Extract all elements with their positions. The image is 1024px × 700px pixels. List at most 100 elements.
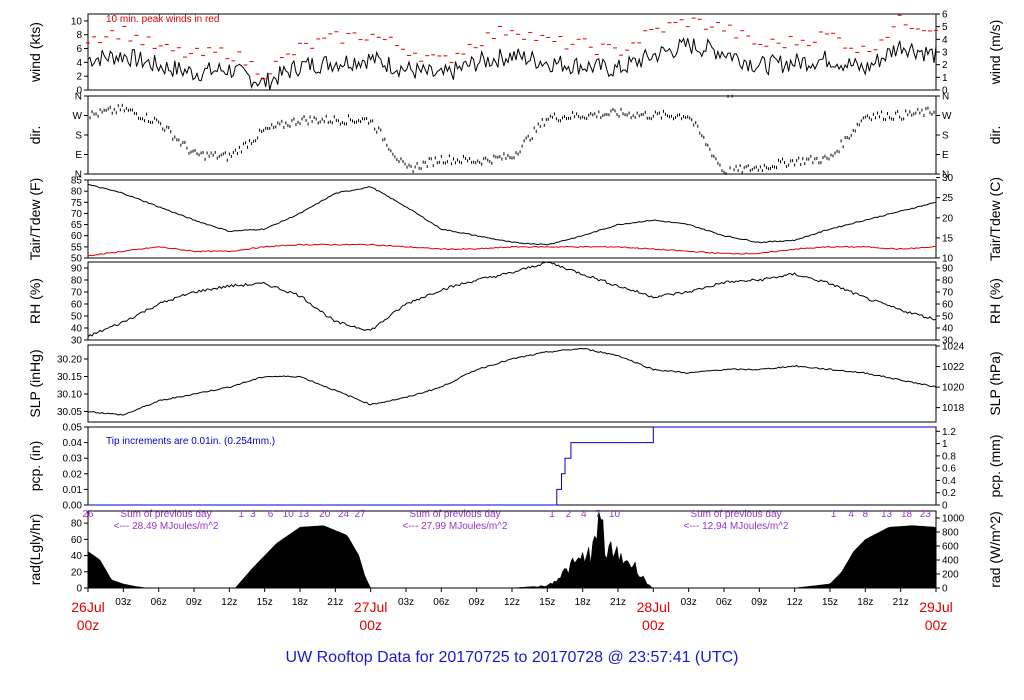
rad-hour-label: 8 (863, 509, 869, 520)
rad-ylabel-right: rad (W/m^2) (987, 511, 1003, 588)
rad-hour-label: 4 (581, 509, 587, 520)
dir-right-tick-label: N (942, 170, 949, 181)
x-hour-label: 18z (292, 597, 308, 608)
temp-left-tick-label: 75 (71, 198, 83, 209)
rad-right-tick-label: 200 (942, 570, 959, 581)
x-day-hour-label: 00z (359, 617, 382, 633)
rad-hour-label: 2 (566, 509, 572, 520)
pcp-right-tick-label: 1.2 (942, 427, 956, 438)
x-hour-label: 09z (469, 597, 485, 608)
dir-right-tick-label: E (942, 150, 949, 161)
x-hour-label: 09z (186, 597, 202, 608)
rad-hour-label: 1 (831, 509, 837, 520)
slp-right-tick-label: 1024 (942, 342, 965, 353)
temp-left-tick-label: 80 (71, 187, 83, 198)
slp-right-tick-label: 1020 (942, 383, 965, 394)
slp-panel-frame (87, 344, 937, 423)
temp-right-tick-label: 15 (942, 233, 954, 244)
page-title: UW Rooftop Data for 20170725 to 20170728… (285, 649, 739, 666)
rad-sum-annotation-value: <--- 28.49 MJoules/m^2 (113, 521, 218, 532)
rad-hour-label: 3 (250, 509, 256, 520)
slp-left-tick-label: 30.15 (57, 372, 82, 383)
x-hour-label: 21z (327, 597, 343, 608)
rad-hour-label: 1 (549, 509, 555, 520)
rad-right-tick-label: 400 (942, 556, 959, 567)
rad-ylabel-left: rad(Lgly/hr) (27, 514, 43, 586)
wind-right-tick-label: 1 (942, 73, 948, 84)
rh-right-tick-label: 40 (942, 324, 954, 335)
wind-left-tick-label: 6 (76, 44, 82, 55)
dir-right-tick-label: S (942, 131, 949, 142)
temp-left-tick-label: 60 (71, 231, 83, 242)
x-hour-label: 12z (221, 597, 237, 608)
rad-hour-label: 7 (595, 509, 601, 520)
pcp-right-tick-label: 0.2 (942, 488, 956, 499)
slp-series-line (87, 347, 937, 416)
wind-series-line (87, 36, 937, 91)
x-hour-label: 12z (787, 597, 803, 608)
rh-left-tick-label: 60 (71, 300, 83, 311)
x-hour-label: 18z (857, 597, 873, 608)
rad-sum-annotation-value: <--- 12.94 MJoules/m^2 (683, 521, 788, 532)
x-day-label: 27Jul (354, 599, 387, 615)
rad-hour-label: 26 (82, 509, 94, 520)
x-hour-label: 03z (681, 597, 697, 608)
wind-right-tick-label: 5 (942, 22, 948, 33)
rad-right-tick-label: 600 (942, 542, 959, 553)
rad-hour-label: 10 (609, 509, 621, 520)
rad-hour-label: 1 (238, 509, 244, 520)
rad-left-tick-label: 60 (71, 535, 83, 546)
x-day-label: 29Jul (919, 599, 952, 615)
rh-right-tick-label: 70 (942, 288, 954, 299)
rad-left-tick-label: 80 (71, 519, 83, 530)
x-hour-label: 12z (504, 597, 520, 608)
x-hour-label: 15z (257, 597, 273, 608)
wind-right-tick-label: 6 (942, 10, 948, 21)
dir-right-tick-label: N (942, 92, 949, 103)
x-hour-label: 21z (610, 597, 626, 608)
wind-right-tick-label: 2 (942, 60, 948, 71)
slp-left-tick-label: 30.20 (57, 355, 82, 366)
rad-hour-label: 13 (298, 509, 310, 520)
temp-right-tick-label: 10 (942, 254, 954, 265)
temp-left-tick-label: 85 (71, 176, 83, 187)
dir-right-tick-label: W (942, 111, 952, 122)
rad-hour-label: 27 (355, 509, 367, 520)
dir-left-tick-label: W (73, 111, 83, 122)
rad-hour-label: 24 (338, 509, 350, 520)
rh-left-tick-label: 70 (71, 288, 83, 299)
slp-left-tick-label: 30.10 (57, 390, 82, 401)
rh-ylabel-left: RH (%) (27, 278, 43, 324)
x-hour-label: 15z (822, 597, 838, 608)
pcp-right-tick-label: 0.6 (942, 464, 956, 475)
rad-hour-label: 20 (319, 509, 331, 520)
rad-right-tick-label: 800 (942, 528, 959, 539)
wind-left-tick-label: 2 (76, 72, 82, 83)
temp-left-tick-label: 55 (71, 242, 83, 253)
x-day-hour-label: 00z (925, 617, 948, 633)
rh-left-tick-label: 40 (71, 324, 83, 335)
temp-left-tick-label: 65 (71, 220, 83, 231)
temp-series-line (87, 243, 937, 257)
x-hour-label: 15z (539, 597, 555, 608)
rad-sum-annotation-value: <--- 27.99 MJoules/m^2 (402, 521, 507, 532)
rh-right-tick-label: 30 (942, 336, 954, 347)
x-hour-label: 21z (893, 597, 909, 608)
wind-annotation: 10 min. peak winds in red (106, 14, 219, 25)
rh-right-tick-label: 60 (942, 300, 954, 311)
x-hour-label: 06z (433, 597, 449, 608)
temp-right-tick-label: 20 (942, 213, 954, 224)
temp-left-tick-label: 50 (71, 254, 83, 265)
wind-left-tick-label: 4 (76, 58, 82, 69)
rad-sum-annotation-title: Sum of previous day (409, 509, 500, 520)
pcp-right-tick-label: 0.4 (942, 476, 956, 487)
slp-right-tick-label: 1018 (942, 403, 965, 414)
x-hour-label: 18z (575, 597, 591, 608)
dir-panel-frame (87, 95, 937, 175)
pcp-right-tick-label: 1 (942, 439, 948, 450)
rad-hour-label: 23 (920, 509, 932, 520)
rh-left-tick-label: 50 (71, 312, 83, 323)
temp-ylabel-right: Tair/Tdew (C) (987, 177, 1003, 261)
wind-right-tick-label: 0 (942, 86, 948, 97)
